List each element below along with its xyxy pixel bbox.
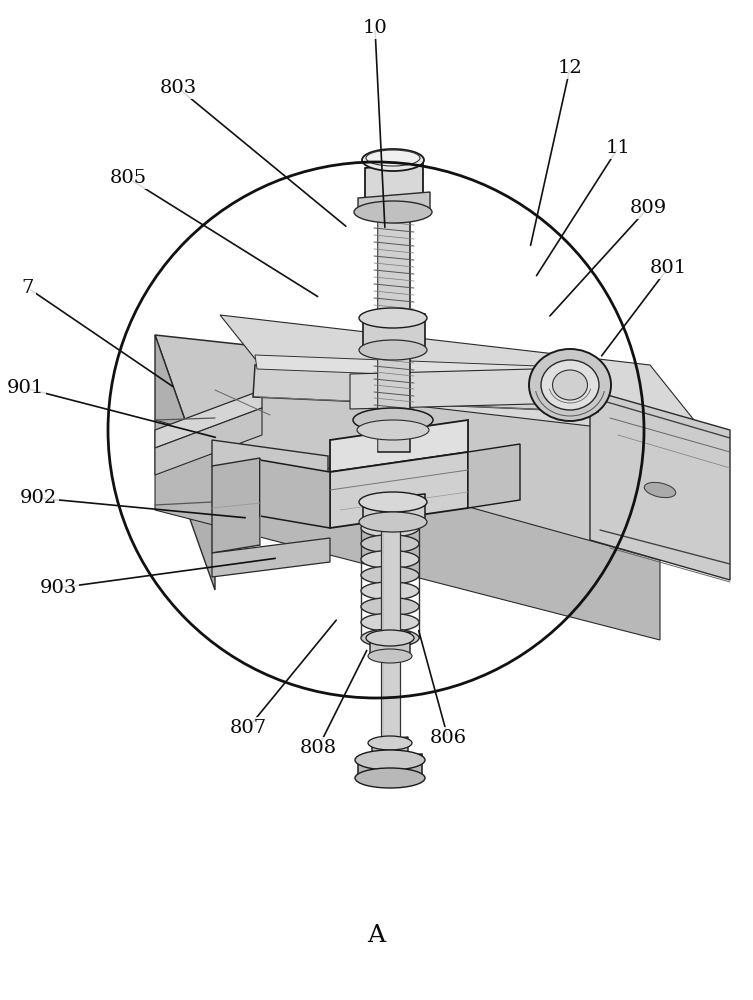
- Ellipse shape: [361, 519, 419, 537]
- Ellipse shape: [361, 550, 419, 568]
- Polygon shape: [590, 390, 730, 580]
- Ellipse shape: [353, 408, 433, 432]
- Polygon shape: [155, 390, 262, 448]
- Ellipse shape: [357, 420, 429, 440]
- Ellipse shape: [529, 349, 611, 421]
- Polygon shape: [358, 192, 430, 216]
- Ellipse shape: [361, 629, 419, 647]
- Text: 807: 807: [230, 719, 267, 737]
- Text: 902: 902: [20, 489, 56, 507]
- Polygon shape: [155, 335, 215, 590]
- Polygon shape: [358, 754, 422, 780]
- Polygon shape: [155, 420, 660, 640]
- Ellipse shape: [355, 750, 425, 770]
- Ellipse shape: [361, 582, 419, 600]
- Polygon shape: [155, 335, 720, 560]
- Polygon shape: [212, 538, 330, 577]
- Polygon shape: [372, 737, 408, 763]
- Polygon shape: [363, 494, 425, 526]
- Text: 903: 903: [39, 579, 77, 597]
- Polygon shape: [255, 355, 592, 382]
- Ellipse shape: [553, 370, 587, 400]
- Polygon shape: [330, 420, 468, 472]
- Polygon shape: [253, 365, 600, 412]
- Text: 806: 806: [429, 729, 467, 747]
- Polygon shape: [220, 315, 710, 440]
- Ellipse shape: [354, 201, 432, 223]
- Text: 7: 7: [22, 279, 34, 297]
- Text: 12: 12: [558, 59, 582, 77]
- Ellipse shape: [361, 598, 419, 616]
- Polygon shape: [381, 520, 400, 750]
- Text: 808: 808: [300, 739, 337, 757]
- Polygon shape: [350, 368, 570, 409]
- Polygon shape: [330, 452, 468, 528]
- Text: 11: 11: [605, 139, 630, 157]
- Polygon shape: [365, 162, 423, 206]
- Ellipse shape: [366, 630, 414, 646]
- Ellipse shape: [541, 360, 599, 410]
- Text: 801: 801: [649, 259, 687, 277]
- Ellipse shape: [368, 736, 412, 750]
- Polygon shape: [378, 190, 410, 452]
- Ellipse shape: [361, 535, 419, 553]
- Ellipse shape: [359, 340, 427, 360]
- Ellipse shape: [359, 492, 427, 512]
- Polygon shape: [363, 314, 425, 354]
- Ellipse shape: [362, 149, 424, 171]
- Ellipse shape: [645, 482, 675, 498]
- Ellipse shape: [361, 613, 419, 631]
- Text: 901: 901: [6, 379, 44, 397]
- Text: 803: 803: [160, 79, 197, 97]
- Polygon shape: [468, 444, 520, 508]
- Ellipse shape: [368, 649, 412, 663]
- Ellipse shape: [359, 308, 427, 328]
- Ellipse shape: [361, 566, 419, 584]
- Ellipse shape: [359, 512, 427, 532]
- Text: 10: 10: [363, 19, 387, 37]
- Ellipse shape: [366, 150, 420, 166]
- Ellipse shape: [355, 768, 425, 788]
- Polygon shape: [260, 460, 330, 528]
- Polygon shape: [155, 408, 262, 475]
- Text: 805: 805: [109, 169, 147, 187]
- Text: 809: 809: [630, 199, 666, 217]
- Polygon shape: [212, 458, 260, 553]
- Polygon shape: [212, 440, 328, 482]
- Text: A: A: [367, 924, 385, 946]
- Polygon shape: [370, 632, 410, 658]
